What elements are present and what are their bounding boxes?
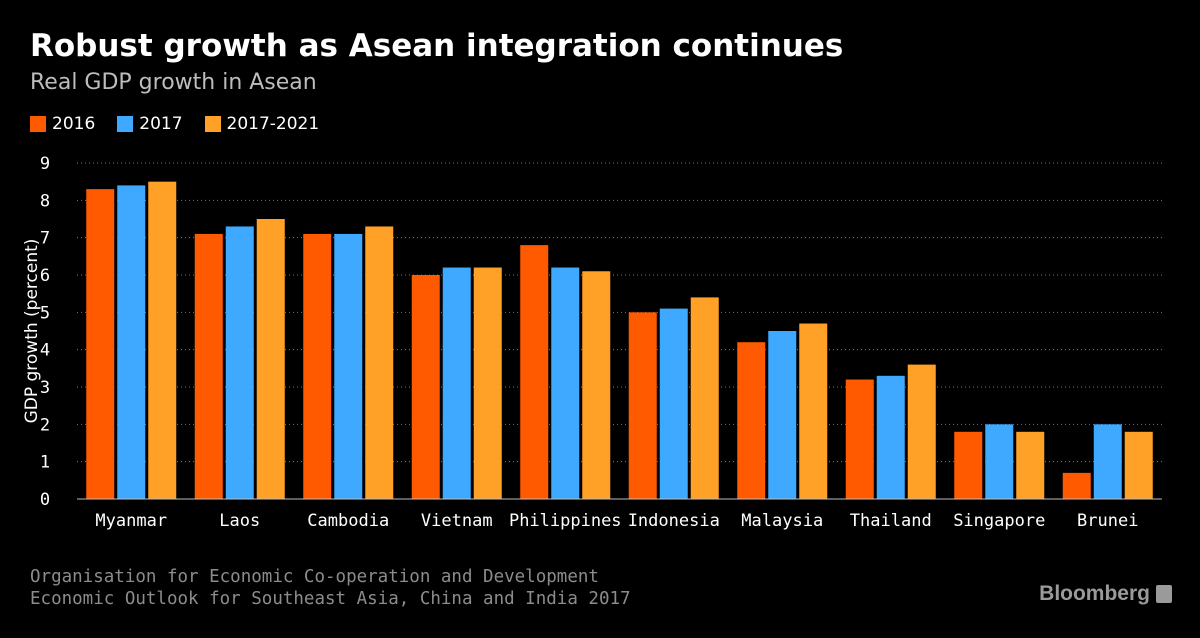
legend-item-2017: 2017 <box>117 114 183 134</box>
bar-vietnam-2016 <box>411 275 440 499</box>
bar-laos-2017-2021 <box>256 219 285 499</box>
chart-title: Robust growth as Asean integration conti… <box>30 28 844 64</box>
chart-subtitle: Real GDP growth in Asean <box>30 70 317 95</box>
source-line-1: Organisation for Economic Co-operation a… <box>30 567 599 587</box>
y-tick-label: 0 <box>40 490 50 510</box>
y-tick-label: 7 <box>40 229 50 249</box>
x-tick-label: Myanmar <box>95 511 167 531</box>
bar-malaysia-2017 <box>768 331 797 499</box>
legend-swatch-2017 <box>117 116 134 132</box>
y-axis-title: GDP growth (percent) <box>22 239 42 424</box>
x-tick-label: Brunei <box>1077 511 1138 531</box>
y-tick-label: 8 <box>40 191 50 211</box>
source-note: Organisation for Economic Co-operation a… <box>30 566 631 610</box>
bar-cambodia-2017 <box>334 233 363 499</box>
x-tick-label: Singapore <box>953 511 1045 531</box>
y-tick-label: 4 <box>40 341 50 361</box>
x-tick-label: Cambodia <box>307 511 389 531</box>
bloomberg-mark-icon <box>1156 585 1172 603</box>
bar-brunei-2017 <box>1093 424 1122 499</box>
bar-thailand-2017-2021 <box>907 364 936 499</box>
x-tick-label: Indonesia <box>628 511 720 531</box>
y-tick-label: 9 <box>40 154 50 174</box>
bar-philippines-2017-2021 <box>582 271 611 499</box>
legend-label-2017-2021: 2017-2021 <box>226 114 320 134</box>
y-tick-label: 1 <box>40 453 50 473</box>
y-tick-label: 6 <box>40 266 50 286</box>
y-tick-label: 3 <box>40 378 50 398</box>
y-tick-label: 5 <box>40 303 50 323</box>
y-tick-label: 2 <box>40 415 50 435</box>
bar-philippines-2017 <box>551 267 580 499</box>
bar-laos-2017 <box>225 226 254 499</box>
legend-item-2016: 2016 <box>30 114 95 134</box>
x-tick-label: Philippines <box>509 511 622 531</box>
legend-item-2017-2021: 2017-2021 <box>204 114 320 134</box>
bar-thailand-2016 <box>845 379 874 499</box>
bar-chart: 0 1 2 3 4 5 6 7 8 9 GDP growth (percent) Myanmar Lao… <box>22 154 1162 531</box>
x-tick-label: Thailand <box>850 511 932 531</box>
bar-malaysia-2016 <box>737 342 766 499</box>
bloomberg-logo: Bloomberg <box>1039 582 1172 606</box>
source-line-2: Economic Outlook for Southeast Asia, Chi… <box>30 589 631 609</box>
bar-myanmar-2017 <box>117 185 146 499</box>
bar-vietnam-2017 <box>442 267 471 499</box>
bar-laos-2016 <box>194 233 223 499</box>
bar-indonesia-2017-2021 <box>690 297 719 499</box>
bar-myanmar-2017-2021 <box>148 181 177 499</box>
bar-indonesia-2017 <box>659 308 688 499</box>
x-tick-label: Malaysia <box>741 511 823 531</box>
bar-singapore-2016 <box>954 431 983 499</box>
brand-name: Bloomberg <box>1039 582 1150 605</box>
bar-singapore-2017 <box>985 424 1014 499</box>
legend-label-2017: 2017 <box>139 114 183 134</box>
bar-singapore-2017-2021 <box>1016 431 1045 499</box>
x-tick-label: Laos <box>219 511 260 531</box>
bar-thailand-2017 <box>876 375 905 499</box>
legend-swatch-2016 <box>30 116 46 132</box>
legend-swatch-2017-2021 <box>204 116 221 132</box>
bar-malaysia-2017-2021 <box>799 323 828 499</box>
bar-vietnam-2017-2021 <box>473 267 502 499</box>
legend: 2016 2017 2017-2021 <box>30 114 341 134</box>
x-tick-label: Vietnam <box>421 511 493 531</box>
bar-brunei-2016 <box>1062 472 1091 499</box>
bar-brunei-2017-2021 <box>1124 431 1153 499</box>
bar-indonesia-2016 <box>628 312 657 499</box>
bar-philippines-2016 <box>520 245 549 499</box>
bar-myanmar-2016 <box>86 189 115 499</box>
legend-label-2016: 2016 <box>52 114 96 134</box>
bar-cambodia-2017-2021 <box>365 226 394 499</box>
bar-cambodia-2016 <box>303 233 332 499</box>
